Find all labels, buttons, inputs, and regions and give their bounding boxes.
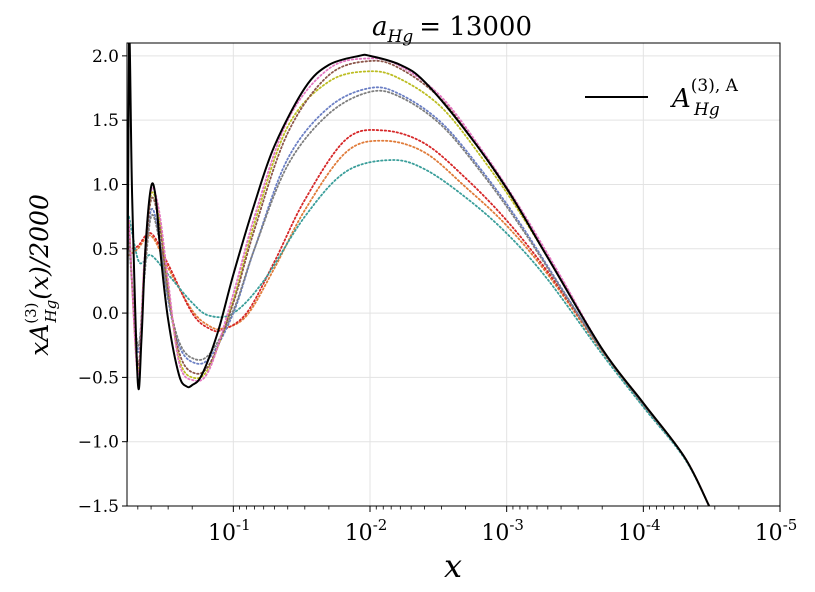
- x-axis-label: x: [444, 547, 462, 585]
- ylabel-sub: Hg: [42, 300, 60, 324]
- chart-title: aHg = 13000: [372, 12, 532, 47]
- legend: A(3), A Hg: [585, 76, 739, 120]
- y-tick-label: 2.0: [92, 47, 119, 67]
- title-symbol: a: [372, 12, 388, 42]
- y-tick-label: −0.5: [78, 368, 119, 388]
- series-layer: [127, 43, 711, 506]
- series-line-variant-3: [128, 159, 711, 506]
- y-axis-label: xA(3) Hg(x)/2000: [22, 194, 60, 356]
- x-tick-label: 10-2: [345, 516, 388, 546]
- y-tick-label: −1.5: [78, 497, 119, 517]
- series-line-variant-5: [128, 89, 711, 506]
- x-tick-label: 10-5: [755, 516, 798, 546]
- x-tick-label: 10-4: [618, 516, 661, 546]
- ylabel-sup: (3): [22, 302, 40, 323]
- y-tick-label: 1.5: [92, 111, 119, 131]
- x-tick-label: 10-3: [481, 516, 524, 546]
- x-tick-label: 10-1: [208, 516, 251, 546]
- title-value: = 13000: [419, 12, 532, 42]
- ticks: −1.5 −1.0 −0.5 0.0 0.5 1.0 1.5 2.0 10-1 10-2 10-3 1…: [78, 47, 798, 546]
- ylabel-pre: xA: [25, 324, 54, 356]
- y-tick-label: −1.0: [78, 433, 119, 453]
- legend-label: A(3), A Hg: [670, 76, 739, 120]
- plot-frame: [126, 42, 781, 507]
- y-tick-label: 0.0: [92, 304, 119, 324]
- y-tick-label: 0.5: [92, 240, 119, 260]
- y-tick-label: 1.0: [92, 175, 119, 195]
- grid: [127, 43, 781, 507]
- series-line-a-hg-3-a: [127, 43, 711, 506]
- ylabel-post: (x)/2000: [25, 194, 54, 300]
- title-subscript: Hg: [387, 27, 414, 47]
